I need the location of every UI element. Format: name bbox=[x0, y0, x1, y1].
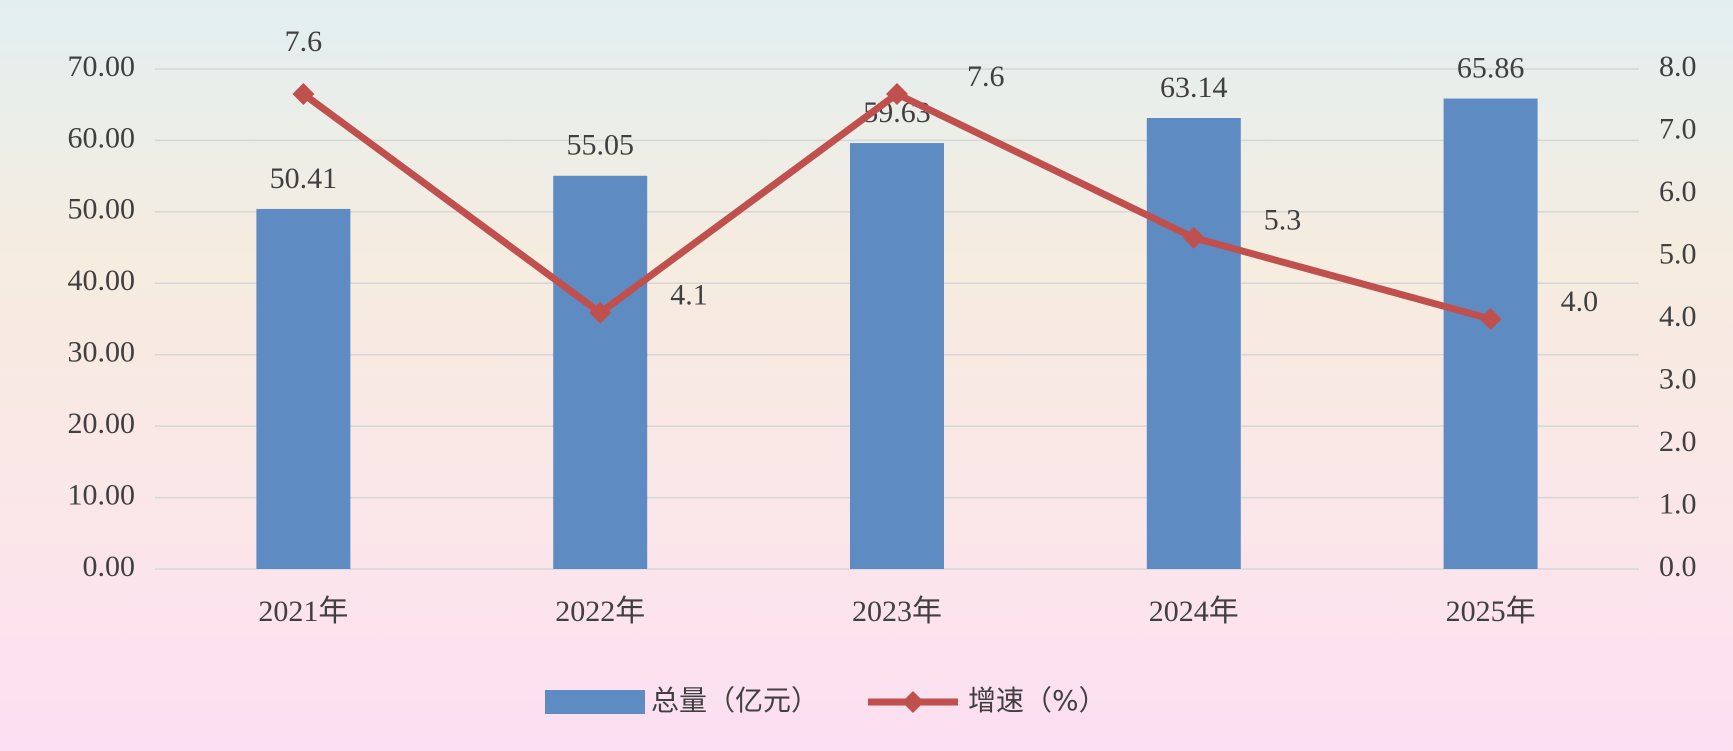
x-tick-label: 2024年 bbox=[1149, 595, 1239, 628]
y2-tick-label: 1.0 bbox=[1659, 487, 1697, 520]
marker bbox=[1182, 226, 1205, 249]
y-tick-label: 20.00 bbox=[68, 407, 136, 440]
x-tick-label: 2025年 bbox=[1446, 595, 1536, 628]
line-value-label: 5.3 bbox=[1264, 204, 1302, 237]
bar-value-label: 65.86 bbox=[1457, 51, 1525, 84]
bar-value-label: 55.05 bbox=[566, 129, 634, 162]
marker bbox=[1479, 308, 1502, 330]
y2-tick-label: 6.0 bbox=[1659, 175, 1697, 208]
y2-tick-label: 8.0 bbox=[1659, 50, 1697, 83]
line-value-label: 4.1 bbox=[670, 279, 708, 312]
y2-tick-label: 3.0 bbox=[1659, 362, 1697, 395]
bar bbox=[1146, 118, 1241, 569]
marker bbox=[589, 301, 612, 324]
y-tick-label: 70.00 bbox=[68, 50, 136, 83]
y-tick-label: 40.00 bbox=[68, 264, 136, 297]
line-value-label: 4.0 bbox=[1561, 285, 1599, 318]
bar bbox=[256, 208, 351, 569]
legend-swatch bbox=[545, 690, 645, 714]
y-tick-label: 50.00 bbox=[68, 193, 136, 226]
legend-label: 总量（亿元） bbox=[651, 684, 819, 717]
legend-label: 增速（%） bbox=[968, 684, 1107, 717]
x-tick-label: 2021年 bbox=[258, 595, 348, 628]
marker bbox=[292, 83, 315, 105]
x-tick-label: 2022年 bbox=[555, 595, 645, 628]
line-value-label: 7.6 bbox=[967, 60, 1005, 93]
marker bbox=[886, 83, 908, 105]
y2-tick-label: 7.0 bbox=[1659, 112, 1697, 145]
y-tick-label: 60.00 bbox=[68, 121, 136, 154]
line-value-label: 7.6 bbox=[285, 25, 323, 58]
bar bbox=[850, 143, 944, 570]
bar bbox=[1443, 98, 1538, 570]
legend-marker bbox=[902, 691, 924, 713]
y2-tick-label: 4.0 bbox=[1659, 300, 1697, 333]
y-tick-label: 0.00 bbox=[83, 550, 136, 583]
bar-value-label: 63.14 bbox=[1160, 71, 1228, 104]
x-tick-label: 2023年 bbox=[852, 595, 942, 628]
bar bbox=[553, 175, 648, 570]
y2-tick-label: 5.0 bbox=[1659, 237, 1697, 270]
bar-value-label: 50.41 bbox=[270, 162, 338, 195]
y-tick-label: 30.00 bbox=[68, 336, 136, 369]
y2-tick-label: 2.0 bbox=[1659, 425, 1697, 458]
y2-tick-label: 0.0 bbox=[1659, 550, 1697, 583]
y-tick-label: 10.00 bbox=[68, 478, 136, 511]
